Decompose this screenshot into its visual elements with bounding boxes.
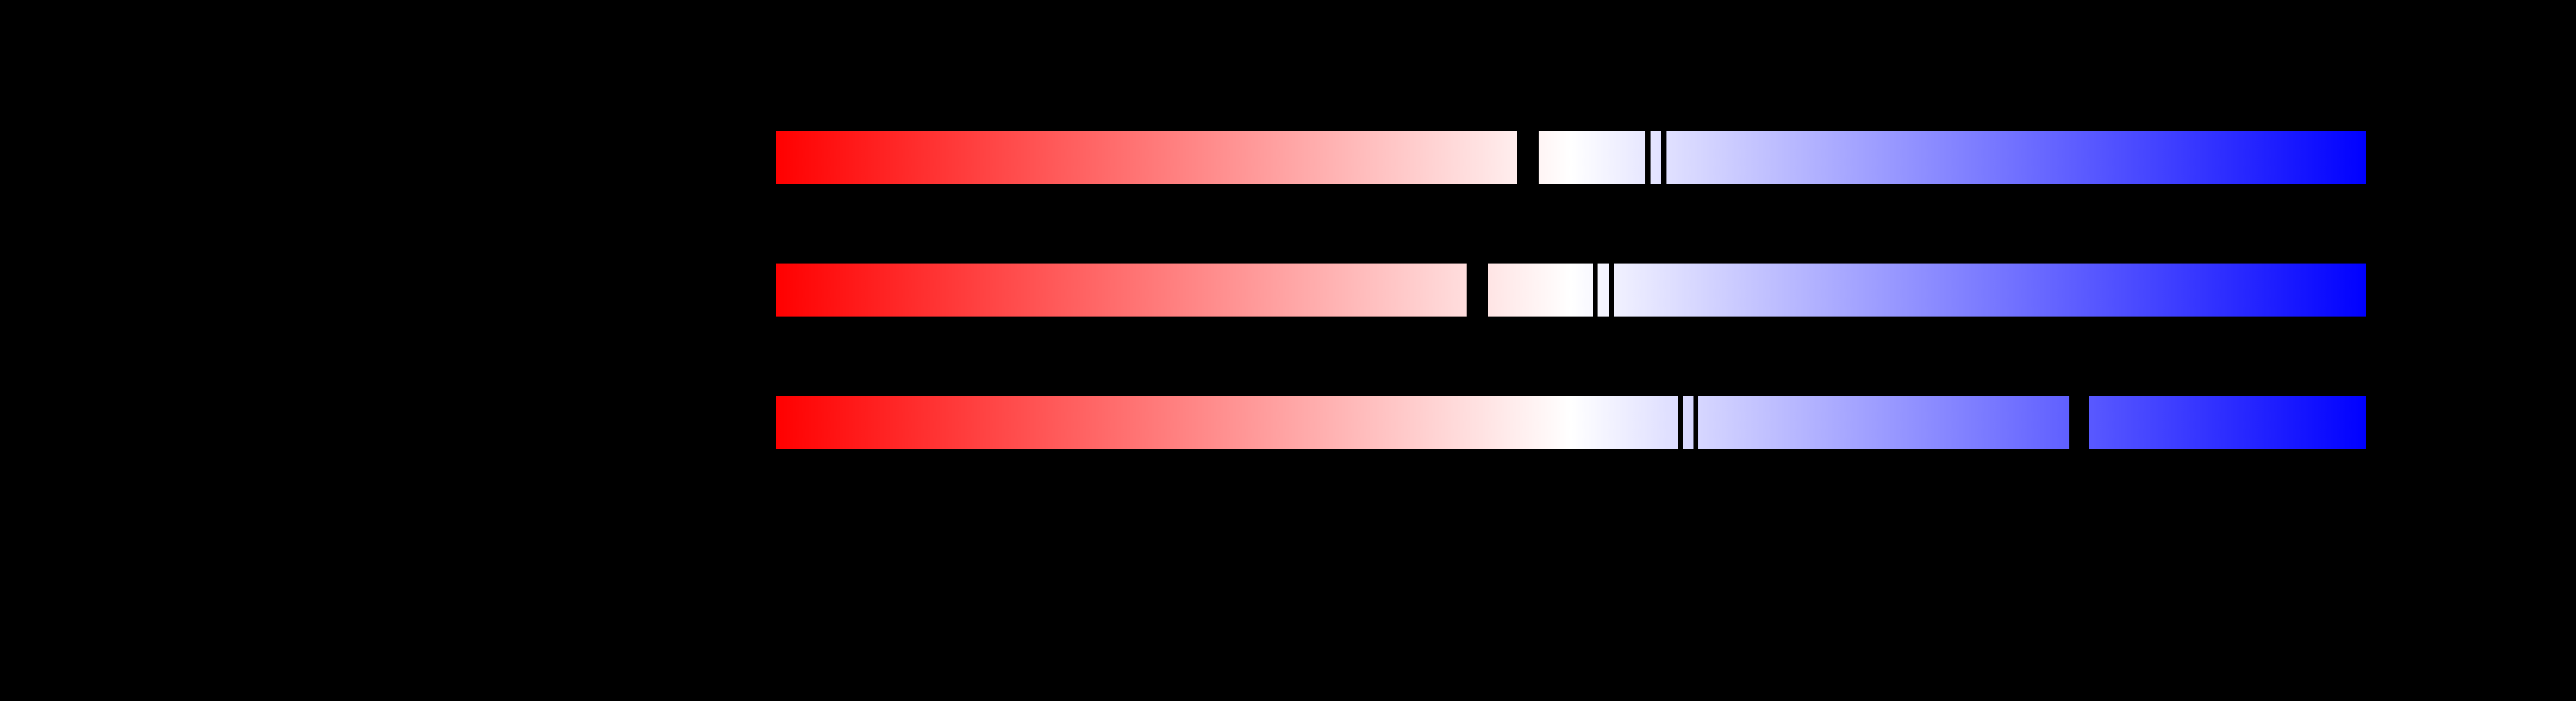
marker-gap-wide <box>1517 131 1539 184</box>
marker-gap-thin <box>1645 131 1651 184</box>
marker-gap-wide <box>1467 264 1488 317</box>
gradient-bar-strip-1 <box>776 131 2366 184</box>
marker-gap-thin <box>1609 264 1614 317</box>
gradient-bar-strip-3 <box>776 396 2366 449</box>
marker-gap-thin <box>1593 264 1598 317</box>
marker-gap-wide <box>2069 396 2089 449</box>
gradient-bar-strip-2 <box>776 264 2366 317</box>
marker-gap-thin <box>1661 131 1666 184</box>
marker-gap-thin <box>1678 396 1683 449</box>
marker-gap-thin <box>1693 396 1698 449</box>
